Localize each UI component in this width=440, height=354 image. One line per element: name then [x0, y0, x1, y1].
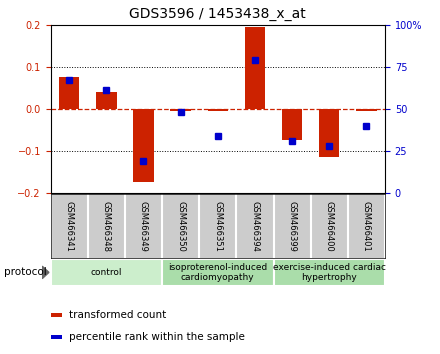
Text: GSM466401: GSM466401 [362, 201, 371, 251]
Text: exercise-induced cardiac
hypertrophy: exercise-induced cardiac hypertrophy [273, 263, 386, 282]
Text: GSM466394: GSM466394 [250, 201, 260, 251]
Text: GSM466349: GSM466349 [139, 201, 148, 251]
Bar [51, 313, 62, 317]
Title: GDS3596 / 1453438_x_at: GDS3596 / 1453438_x_at [129, 7, 306, 21]
Bar [59, 77, 79, 109]
Text: transformed count: transformed count [69, 310, 166, 320]
Text: GSM466400: GSM466400 [325, 201, 334, 251]
Bar [162, 259, 274, 286]
Bar [51, 259, 162, 286]
Text: GSM466399: GSM466399 [288, 201, 297, 251]
Bar [96, 92, 117, 109]
Bar [245, 27, 265, 109]
Text: GSM466348: GSM466348 [102, 200, 111, 252]
Bar [319, 109, 340, 157]
Bar [133, 109, 154, 182]
Text: percentile rank within the sample: percentile rank within the sample [69, 332, 245, 342]
Polygon shape [42, 266, 49, 279]
Text: control: control [91, 268, 122, 277]
Bar [356, 109, 377, 111]
Text: GSM466351: GSM466351 [213, 201, 222, 251]
Text: protocol: protocol [4, 267, 47, 278]
Text: isoproterenol-induced
cardiomyopathy: isoproterenol-induced cardiomyopathy [168, 263, 268, 282]
Text: GSM466341: GSM466341 [65, 201, 73, 251]
Text: GSM466350: GSM466350 [176, 201, 185, 251]
Bar [51, 335, 62, 339]
Bar [170, 109, 191, 111]
Bar [274, 259, 385, 286]
Bar [282, 109, 302, 141]
Bar [208, 109, 228, 111]
